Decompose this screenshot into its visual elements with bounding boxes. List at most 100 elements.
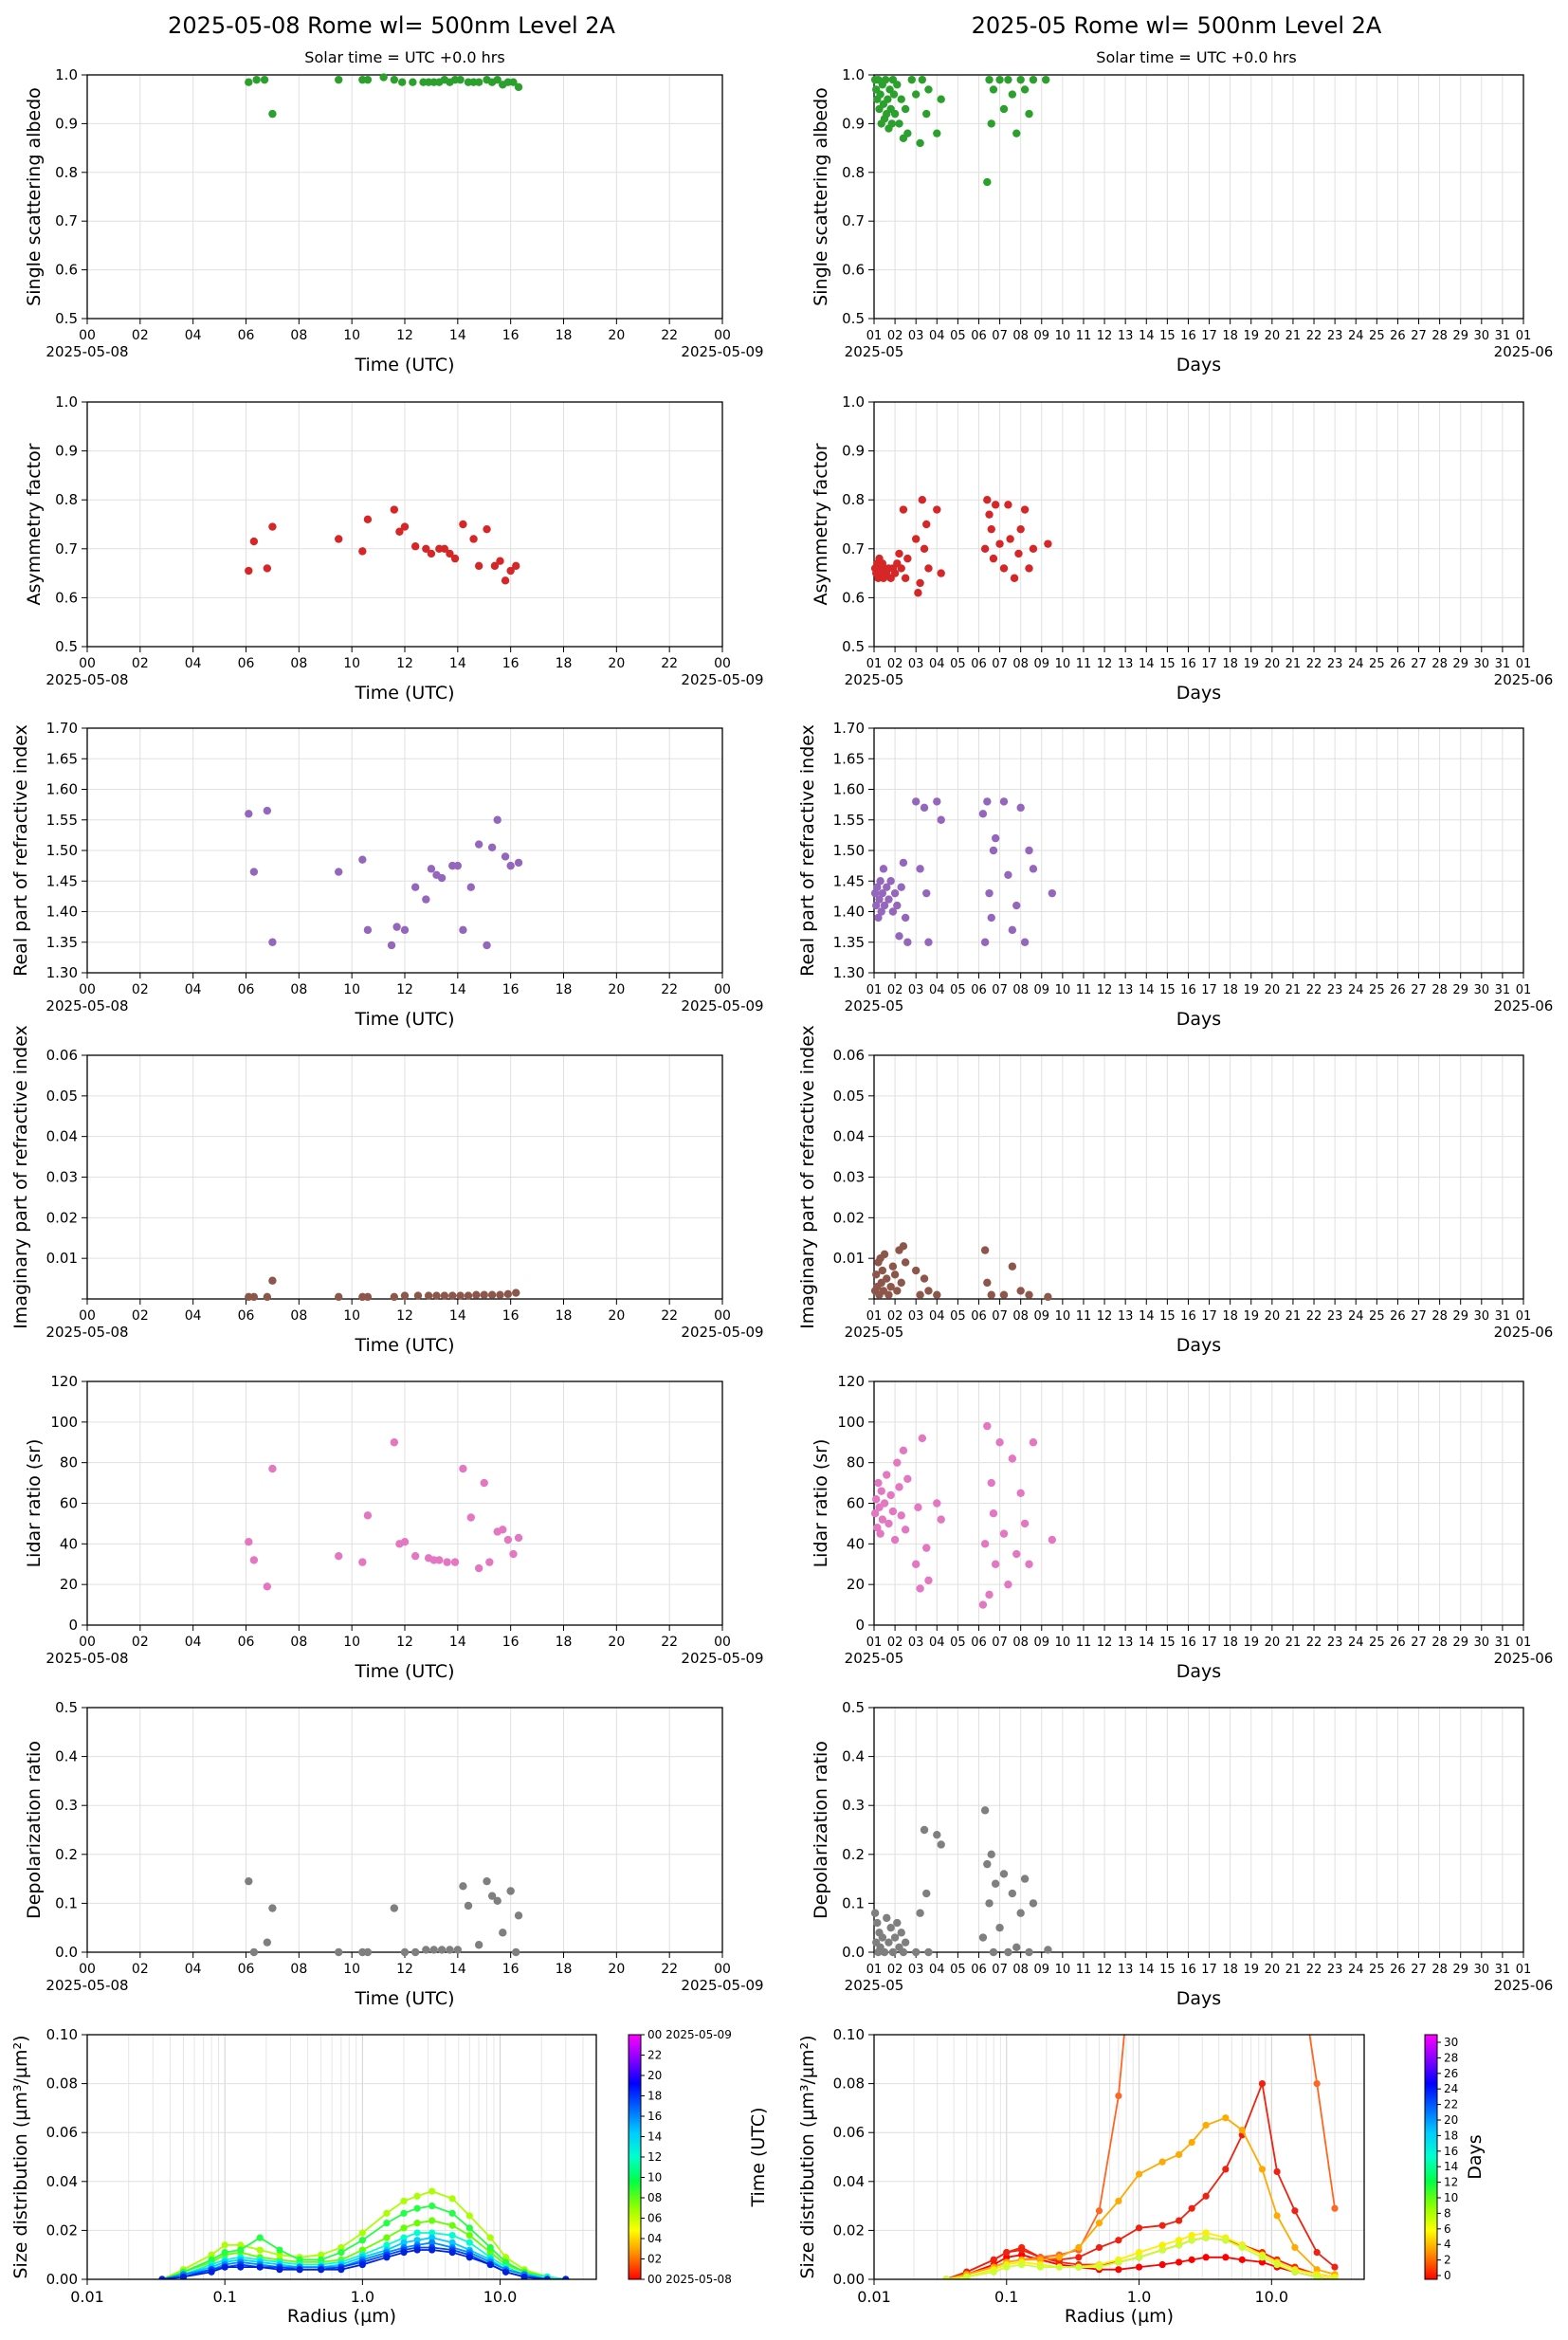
y-tick-label: 0.6: [842, 262, 865, 279]
series-line: [945, 2237, 1336, 2279]
x-tick-label: 03: [908, 983, 924, 997]
x-tick-label: 15: [1159, 657, 1176, 671]
data-point: [886, 1282, 895, 1291]
data-point: [464, 1291, 473, 1300]
x-tick-label: 12: [396, 982, 413, 997]
data-point: [897, 1929, 905, 1937]
y-tick-label: 1.50: [833, 842, 865, 859]
data-point: [448, 1291, 457, 1300]
data-point: [989, 85, 998, 94]
data-point: [884, 1519, 893, 1528]
colorbar-tick-label: 00 2025-05-09: [647, 2028, 732, 2041]
x-tick-label: 22: [661, 1962, 678, 1977]
data-point: [1025, 109, 1033, 119]
data-point: [268, 109, 277, 119]
y-tick-label: 0.8: [842, 491, 865, 508]
data-point: [1273, 1738, 1280, 1745]
data-point: [387, 941, 396, 950]
y-tick-label: 1.40: [46, 904, 78, 921]
x-tick-label: 07: [992, 1636, 1008, 1650]
data-point: [999, 564, 1009, 573]
end-date-label: 2025-06: [1494, 671, 1554, 688]
x-tick-label: 02: [887, 1636, 903, 1650]
y-axis-label: Asymmetry factor: [811, 443, 831, 605]
data-point: [1331, 2263, 1339, 2271]
x-tick-label: 31: [1495, 1309, 1511, 1324]
data-point: [440, 544, 449, 553]
x-tick-label: 07: [992, 657, 1008, 671]
data-point: [487, 1290, 497, 1299]
data-point: [1008, 1889, 1017, 1898]
data-point: [1025, 846, 1033, 855]
data-point: [363, 515, 373, 524]
x-tick-label: 22: [661, 656, 678, 671]
x-tick-label: 31: [1495, 983, 1511, 997]
start-date-label: 2025-05-08: [46, 997, 128, 1015]
y-tick-label: 0.4: [842, 1748, 865, 1765]
y-tick-label: 0.08: [46, 2075, 78, 2093]
data-point: [1012, 901, 1021, 910]
data-point: [883, 1913, 891, 1923]
x-tick-label: 0.1: [994, 2288, 1018, 2306]
data-point: [390, 1292, 399, 1302]
right-panel-6: 01 02 03 04 05 06 07 08 09 10 11 12 13 14 15 16 17 18 19 20…: [811, 1699, 1553, 2009]
end-date-label: 2025-06: [1494, 997, 1554, 1015]
data-point: [933, 129, 941, 137]
x-tick-label: 01: [1516, 1963, 1532, 1977]
x-tick-label: 08: [1012, 329, 1029, 343]
data-point: [916, 578, 924, 588]
x-tick-label: 05: [950, 1309, 966, 1324]
data-point: [890, 109, 900, 119]
data-point: [1258, 2254, 1267, 2261]
data-point: [446, 1946, 454, 1954]
x-tick-label: 04: [185, 656, 202, 671]
data-point: [237, 2263, 245, 2271]
data-point: [562, 2276, 570, 2279]
data-point: [474, 840, 483, 849]
x-tick-label: 14: [449, 328, 466, 343]
data-point: [1075, 2254, 1083, 2261]
data-point: [1055, 2254, 1063, 2261]
start-date-label: 2025-05: [845, 1324, 904, 1341]
x-tick-label: 06: [238, 1635, 255, 1650]
data-point: [390, 1438, 399, 1447]
x-tick-label: 06: [971, 657, 987, 671]
data-point: [422, 1946, 430, 1954]
y-axis-label: Imaginary part of refractive index: [10, 1025, 31, 1329]
data-point: [448, 2249, 456, 2257]
x-tick-label: 20: [608, 1308, 625, 1324]
data-point: [897, 564, 905, 573]
data-point: [1115, 2092, 1122, 2100]
x-tick-label: 21: [1285, 983, 1302, 997]
start-date-label: 2025-05: [845, 1650, 904, 1667]
data-point: [999, 1529, 1009, 1538]
end-date-label: 2025-06: [1494, 1324, 1554, 1341]
y-tick-label: 60: [60, 1495, 78, 1512]
data-point: [1048, 1535, 1057, 1545]
data-point: [1004, 1580, 1012, 1589]
data-point: [485, 1558, 494, 1566]
data-point: [1008, 925, 1017, 935]
data-point: [428, 2246, 436, 2254]
data-point: [933, 1290, 941, 1299]
data-point: [398, 78, 407, 86]
data-point: [1016, 1287, 1025, 1295]
data-point: [872, 1271, 881, 1279]
x-tick-label: 14: [1139, 1636, 1155, 1650]
data-point: [318, 2256, 325, 2263]
data-point: [920, 803, 929, 813]
y-tick-label: 0.3: [842, 1797, 865, 1814]
data-point: [890, 569, 900, 577]
data-point: [1331, 2276, 1339, 2279]
x-tick-label: 17: [1201, 329, 1217, 343]
x-tick-label: 08: [290, 1962, 307, 1977]
y-tick-label: 0.01: [46, 1250, 78, 1267]
data-point: [453, 861, 463, 870]
data-point: [1003, 2249, 1011, 2257]
x-tick-label: 18: [556, 1962, 573, 1977]
data-point: [465, 2254, 473, 2261]
x-tick-label: 20: [1265, 657, 1281, 671]
x-axis-label: Days: [1176, 1009, 1221, 1030]
y-tick-label: 0.00: [46, 2271, 78, 2288]
x-axis-label: Time (UTC): [354, 1009, 454, 1030]
